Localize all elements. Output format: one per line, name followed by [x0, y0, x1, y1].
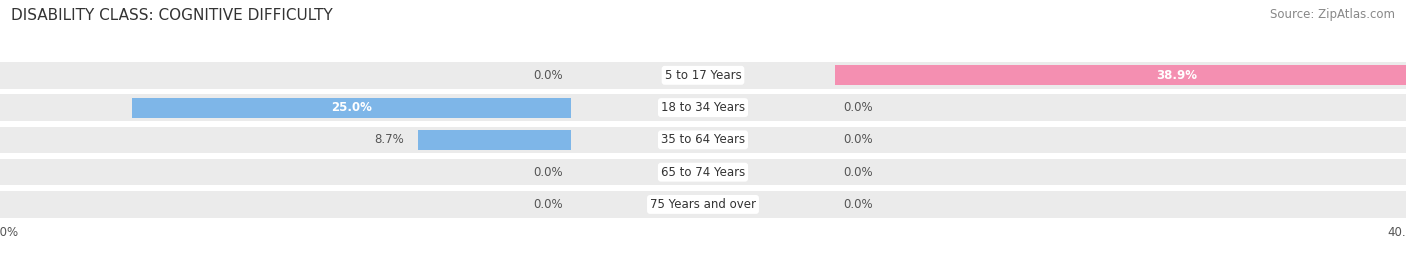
- Text: 0.0%: 0.0%: [844, 166, 873, 179]
- Bar: [419, 130, 571, 150]
- Text: 0.0%: 0.0%: [844, 133, 873, 146]
- Text: 0.0%: 0.0%: [533, 198, 562, 211]
- Text: Source: ZipAtlas.com: Source: ZipAtlas.com: [1270, 8, 1395, 21]
- Text: 35 to 64 Years: 35 to 64 Years: [661, 133, 745, 146]
- Text: 18 to 34 Years: 18 to 34 Years: [661, 101, 745, 114]
- Text: 5 to 17 Years: 5 to 17 Years: [665, 69, 741, 82]
- Text: 0.0%: 0.0%: [844, 101, 873, 114]
- Bar: [0, 94, 1406, 121]
- Bar: [835, 65, 1406, 85]
- Bar: [0, 191, 1406, 218]
- Text: 65 to 74 Years: 65 to 74 Years: [661, 166, 745, 179]
- Text: 25.0%: 25.0%: [330, 101, 373, 114]
- Text: 0.0%: 0.0%: [533, 166, 562, 179]
- Bar: [132, 98, 571, 118]
- Text: 8.7%: 8.7%: [374, 133, 405, 146]
- Text: DISABILITY CLASS: COGNITIVE DIFFICULTY: DISABILITY CLASS: COGNITIVE DIFFICULTY: [11, 8, 333, 23]
- Text: 0.0%: 0.0%: [533, 69, 562, 82]
- Text: 38.9%: 38.9%: [1156, 69, 1197, 82]
- Bar: [0, 62, 1406, 89]
- Text: 75 Years and over: 75 Years and over: [650, 198, 756, 211]
- Bar: [0, 159, 1406, 185]
- Text: 0.0%: 0.0%: [844, 198, 873, 211]
- Bar: [0, 127, 1406, 153]
